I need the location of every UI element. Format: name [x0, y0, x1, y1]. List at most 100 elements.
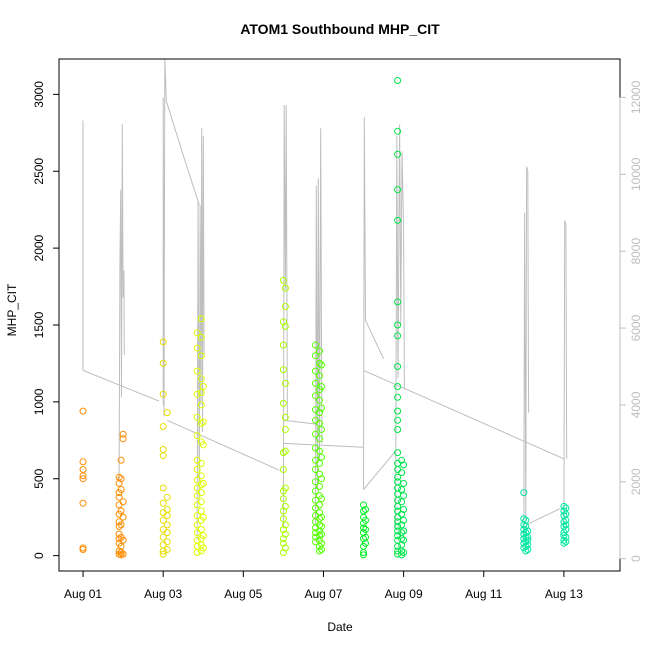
data-point [79, 475, 87, 483]
data-point [197, 401, 205, 409]
data-point [394, 216, 402, 224]
data-point [159, 533, 167, 541]
data-point [117, 486, 125, 493]
data-point [117, 456, 125, 464]
data-point [281, 426, 289, 433]
data-point [398, 510, 406, 518]
data-point [316, 459, 323, 467]
data-point [362, 506, 369, 513]
data-point [316, 482, 323, 490]
data-point [281, 544, 289, 552]
data-point [117, 549, 125, 556]
data-point [163, 538, 171, 546]
data-point [312, 430, 319, 438]
y2-tick-label: 8000 [629, 238, 643, 265]
data-point [279, 466, 287, 473]
data-point [279, 515, 287, 523]
data-point [394, 473, 402, 481]
line-segment [283, 419, 318, 425]
data-point [362, 539, 369, 547]
data-point [400, 549, 408, 556]
data-point [394, 393, 402, 401]
data-point [318, 361, 325, 369]
data-point [316, 419, 323, 427]
data-point [79, 472, 87, 480]
data-point [163, 409, 171, 417]
data-point [281, 447, 289, 455]
data-point [79, 458, 87, 466]
data-point [159, 338, 167, 346]
data-point [163, 512, 171, 520]
data-point [562, 516, 570, 524]
x-axis-label: Date [327, 620, 353, 634]
line-segment [282, 105, 288, 528]
data-point [316, 532, 323, 540]
data-point [79, 407, 87, 415]
data-point [318, 383, 325, 390]
line-segment [283, 442, 364, 448]
data-point [394, 542, 402, 550]
data-point [115, 479, 123, 487]
x-tick-label: Aug 03 [144, 587, 182, 601]
data-point [159, 547, 167, 555]
data-point [279, 449, 287, 457]
y-axis-left: 0 500 1000 1500 2000 2500 3000 [32, 81, 60, 559]
data-point [360, 524, 367, 532]
data-point [197, 333, 205, 341]
data-point [318, 426, 325, 433]
data-point [79, 499, 87, 507]
data-point [117, 521, 125, 529]
data-point [279, 399, 287, 407]
data-point [400, 536, 408, 544]
y-axis-label: MHP_CIT [5, 283, 19, 336]
data-point [560, 502, 568, 510]
scatter-points [79, 77, 570, 559]
data-point [119, 435, 127, 443]
data-point [119, 498, 127, 506]
data-point [318, 495, 325, 503]
y-tick-label: 1500 [32, 311, 46, 338]
data-point [318, 475, 325, 483]
data-point [279, 535, 287, 543]
data-point [394, 321, 402, 329]
data-point [163, 521, 171, 529]
data-point [312, 352, 319, 360]
data-point [115, 522, 123, 530]
data-point [318, 546, 325, 553]
data-point [163, 546, 171, 553]
data-point [562, 521, 570, 529]
data-point [562, 533, 570, 541]
data-point [318, 513, 325, 521]
data-point [398, 486, 406, 493]
y2-tick-label: 12000 [629, 80, 643, 114]
y-tick-label: 500 [32, 468, 46, 488]
line-segment [363, 116, 385, 490]
right-axis-line-series [82, 58, 568, 540]
data-point [279, 539, 287, 547]
data-point [193, 390, 201, 398]
data-point [316, 372, 323, 380]
line-segment [196, 128, 205, 540]
data-point [522, 529, 530, 537]
data-point [197, 526, 205, 533]
line-segment [118, 124, 125, 482]
data-point [560, 539, 568, 547]
data-point [163, 529, 171, 537]
x-tick-label: Aug 13 [545, 587, 583, 601]
data-point [193, 466, 201, 473]
data-point [279, 495, 287, 503]
data-point [197, 419, 205, 427]
data-point [394, 407, 402, 415]
y2-tick-label: 6000 [629, 314, 643, 341]
line-segment [363, 369, 565, 460]
data-point [360, 549, 367, 556]
data-point [199, 418, 207, 426]
x-axis: Aug 01 Aug 03 Aug 05 Aug 07 Aug 09 Aug 11 Aug … [64, 570, 583, 601]
y-tick-label: 1000 [32, 388, 46, 415]
line-segment [166, 419, 280, 471]
data-point [398, 498, 406, 506]
x-tick-label: Aug 11 [465, 587, 502, 601]
y2-tick-label: 10000 [629, 157, 643, 191]
data-point [117, 507, 125, 515]
